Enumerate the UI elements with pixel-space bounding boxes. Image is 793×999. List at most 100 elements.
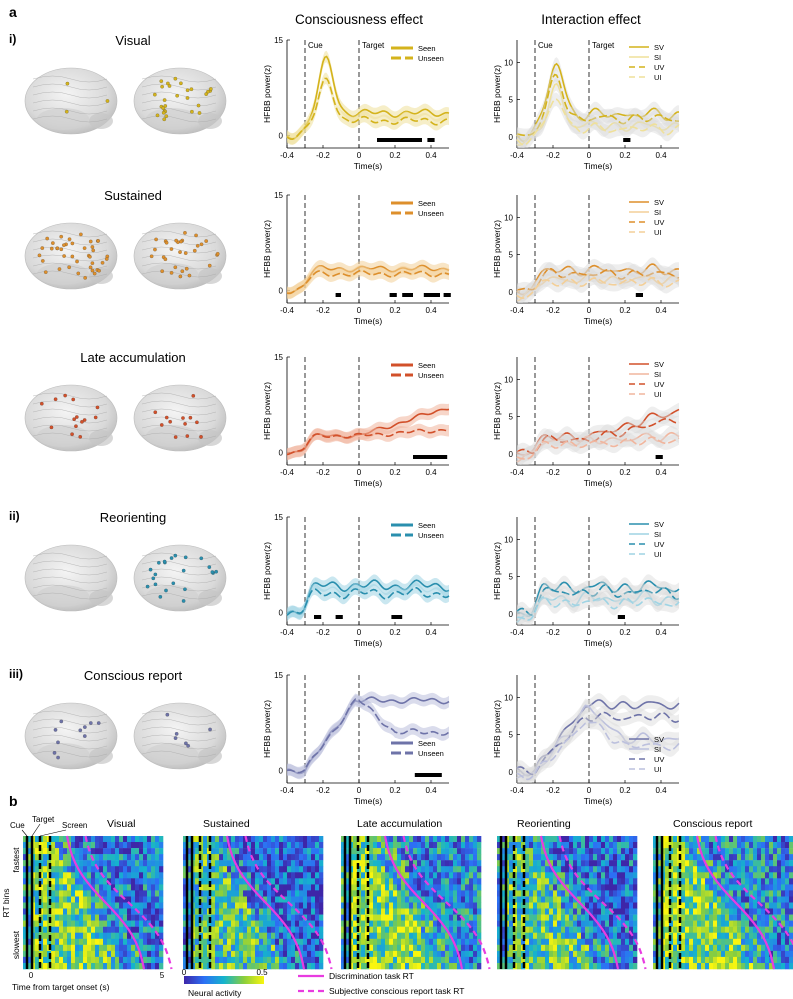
electrode-dot bbox=[55, 246, 60, 251]
heatmap-cell bbox=[725, 914, 730, 921]
heatmap-cell bbox=[741, 848, 746, 855]
heatmap-cell bbox=[425, 956, 430, 964]
heatmap-cell bbox=[247, 878, 252, 885]
heatmap-cell bbox=[561, 932, 566, 939]
heatmap-cell bbox=[529, 848, 534, 855]
heatmap-cell bbox=[341, 944, 346, 952]
heatmap-cell bbox=[259, 963, 264, 970]
heatmap-cell bbox=[773, 932, 778, 939]
heatmap-cell bbox=[461, 872, 466, 879]
heatmap-cell bbox=[621, 890, 626, 897]
heatmap-cell bbox=[67, 938, 72, 946]
heatmap-cell bbox=[605, 950, 610, 958]
heatmap-cell bbox=[63, 908, 68, 915]
heatmap-cell bbox=[151, 860, 156, 867]
heatmap-cell bbox=[397, 860, 402, 867]
electrode-dot bbox=[196, 103, 201, 108]
heatmap-cell bbox=[421, 908, 426, 915]
heatmap-cell bbox=[665, 878, 670, 885]
heatmap-cell bbox=[597, 896, 602, 903]
heatmap-cell bbox=[565, 902, 570, 909]
heatmap-cell bbox=[741, 872, 746, 879]
heatmap-cell bbox=[283, 956, 288, 964]
heatmap-cell bbox=[465, 890, 470, 897]
heatmap-cell bbox=[227, 938, 232, 946]
heatmap-cell bbox=[765, 866, 770, 873]
heatmap-cell bbox=[585, 884, 590, 891]
heatmap-cell bbox=[227, 884, 232, 891]
heatmap-cell bbox=[497, 914, 502, 921]
heatmap-cell bbox=[397, 914, 402, 921]
discrimination-rt-curve bbox=[225, 835, 306, 970]
heatmap-cell bbox=[569, 932, 574, 939]
heatmap-cell bbox=[353, 836, 358, 843]
heatmap-cell bbox=[271, 866, 276, 873]
heatmap-cell bbox=[517, 956, 522, 964]
heatmap-cell bbox=[219, 860, 224, 867]
heatmap-cell bbox=[629, 872, 634, 879]
heatmap-cell bbox=[23, 963, 28, 970]
heatmap-cell bbox=[365, 938, 370, 946]
heatmap-cell bbox=[55, 944, 60, 952]
heatmap-cell bbox=[199, 866, 204, 873]
heatmap-cell bbox=[111, 956, 116, 964]
heatmap-cell bbox=[573, 842, 578, 849]
heatmap-cell bbox=[295, 896, 300, 903]
heatmap-cell bbox=[151, 944, 156, 952]
heatmap-cell bbox=[183, 860, 188, 867]
heatmap-cell bbox=[151, 884, 156, 891]
heatmap-cell bbox=[55, 914, 60, 921]
heatmap-cell bbox=[151, 963, 156, 970]
heatmap-cell bbox=[685, 842, 690, 849]
heatmap-cell bbox=[119, 932, 124, 939]
heatmap-cell bbox=[613, 963, 618, 970]
heatmap-cell bbox=[405, 902, 410, 909]
brain-sulcus bbox=[141, 734, 217, 742]
heatmap-cell bbox=[441, 963, 446, 970]
heatmap-cell bbox=[653, 950, 658, 958]
heatmap-cell bbox=[693, 920, 698, 927]
heatmap-cell bbox=[187, 890, 192, 897]
heatmap-cell bbox=[397, 842, 402, 849]
heatmap-cell bbox=[573, 860, 578, 867]
y-axis-label: HFBB power(z) bbox=[492, 220, 502, 278]
heatmap-cell bbox=[621, 938, 626, 946]
heatmap-cell bbox=[369, 848, 374, 855]
heatmap-cell bbox=[119, 842, 124, 849]
heatmap-cell bbox=[43, 932, 48, 939]
heatmap-cell bbox=[295, 848, 300, 855]
heatmap-cell bbox=[529, 902, 534, 909]
x-axis-label: Time from target onset (s) bbox=[12, 982, 110, 992]
heatmap-cell bbox=[199, 902, 204, 909]
heatmap-cell bbox=[311, 878, 316, 885]
heatmap-cell bbox=[279, 884, 284, 891]
heatmap-cell bbox=[577, 842, 582, 849]
electrode-dot bbox=[173, 76, 178, 81]
heatmap-cell bbox=[789, 860, 793, 867]
heatmap-cell bbox=[279, 950, 284, 958]
heatmap-cell bbox=[465, 950, 470, 958]
heatmap-cell bbox=[219, 878, 224, 885]
heatmap-cell bbox=[717, 938, 722, 946]
heatmap-cell bbox=[361, 944, 366, 952]
heatmap-cell bbox=[385, 896, 390, 903]
x-tick-label: -0.4 bbox=[280, 628, 294, 637]
heatmap-cell bbox=[585, 878, 590, 885]
heatmap-cell bbox=[127, 956, 132, 964]
heatmap-cell bbox=[123, 836, 128, 843]
heatmap-cell bbox=[251, 920, 256, 927]
heatmap-cell bbox=[429, 932, 434, 939]
y-axis-label: HFBB power(z) bbox=[492, 700, 502, 758]
heatmap-cell bbox=[629, 908, 634, 915]
heatmap-cell bbox=[23, 902, 28, 909]
fastest-label: fastest bbox=[11, 847, 21, 873]
heatmap-cell bbox=[279, 866, 284, 873]
heatmap-cell bbox=[385, 950, 390, 958]
heatmap-cell bbox=[103, 896, 108, 903]
heatmap-cell bbox=[143, 963, 148, 970]
heatmap-cell bbox=[501, 908, 506, 915]
heatmap-cell bbox=[573, 926, 578, 933]
heatmap-cell bbox=[143, 938, 148, 946]
heatmap-cell bbox=[107, 920, 112, 927]
heatmap-cell bbox=[219, 926, 224, 933]
